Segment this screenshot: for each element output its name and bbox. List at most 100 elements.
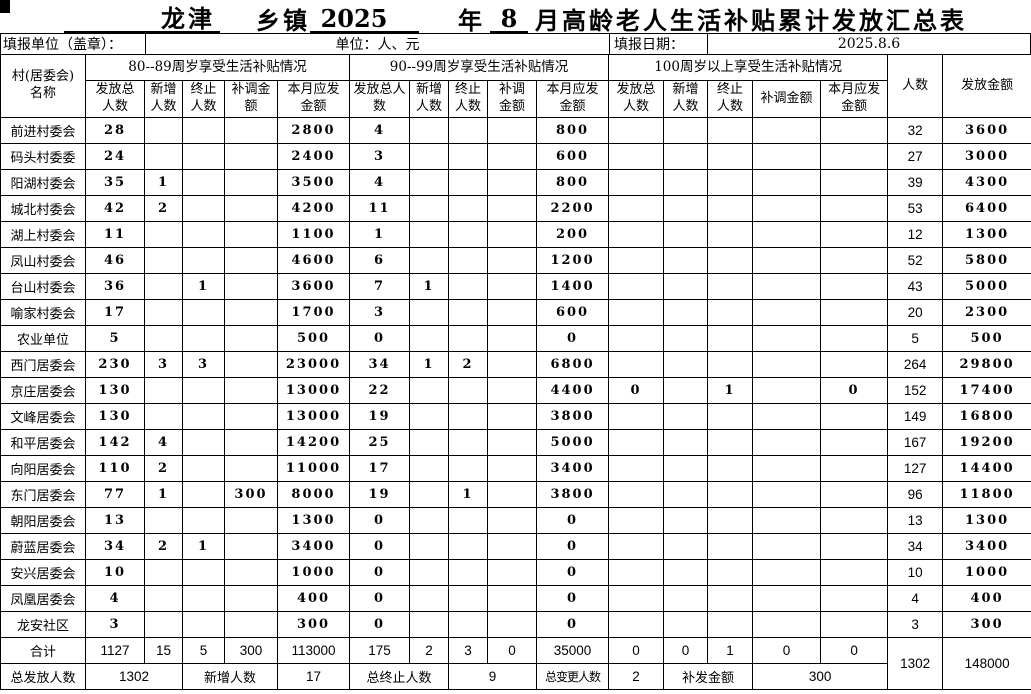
value-cell: 1000 — [276, 559, 351, 586]
value-cell: 1 — [707, 377, 754, 404]
value-cell — [448, 221, 489, 248]
value-cell — [224, 325, 278, 352]
village-name-cell: 东门居委会 — [0, 481, 86, 508]
value-cell: 0 — [820, 377, 889, 404]
value-cell — [608, 403, 665, 430]
value-cell — [707, 325, 754, 352]
value-cell — [224, 611, 278, 638]
header-col: 补调 金额 — [487, 80, 538, 118]
value-cell — [752, 169, 822, 196]
value-cell — [663, 195, 709, 222]
table-row: 码头村委委 24 2400 3 600 27 3000 — [0, 143, 1031, 170]
value-cell: 300 — [276, 611, 351, 638]
village-name-cell: 阳湖村委会 — [0, 169, 86, 196]
value-cell: 19 — [349, 403, 411, 430]
value-cell — [608, 195, 665, 222]
value-cell — [224, 195, 278, 222]
value-cell: 17400 — [942, 377, 1031, 404]
value-cell: 230 — [85, 351, 145, 378]
value-cell — [144, 247, 183, 274]
summary-value: 17 — [276, 663, 351, 690]
value-cell — [820, 247, 889, 274]
value-cell: 2200 — [536, 195, 610, 222]
value-cell: 2 — [144, 533, 183, 560]
value-cell — [448, 247, 489, 274]
header-col: 发放总人 数 — [349, 80, 411, 118]
value-cell: 264 — [887, 351, 944, 378]
value-cell: 3 — [144, 351, 183, 378]
value-cell — [707, 585, 754, 612]
value-cell — [409, 169, 450, 196]
header-col: 发放总 人数 — [608, 80, 665, 118]
value-cell — [752, 429, 822, 456]
value-cell: 3800 — [536, 403, 610, 430]
total-cell: 2 — [409, 637, 450, 664]
value-cell — [182, 169, 225, 196]
value-cell — [663, 117, 709, 144]
header-col: 终止 人数 — [707, 80, 754, 118]
value-cell: 0 — [536, 611, 610, 638]
value-cell — [663, 455, 709, 482]
value-cell — [487, 429, 538, 456]
title-township-label: 乡镇 — [256, 6, 310, 35]
value-cell — [820, 117, 889, 144]
total-cell: 1 — [707, 637, 754, 664]
footer-rows: 合计 1127 15 5 300 113000 175 2 3 0 35000 … — [0, 637, 1031, 690]
table-row: 台山村委会 36 1 3600 7 1 1400 43 5000 — [0, 273, 1031, 300]
table-row: 喻家村委会 17 1700 3 600 20 2300 — [0, 299, 1031, 326]
value-cell: 2400 — [276, 143, 351, 170]
title-suffix: 月高龄老人生活补贴累计发放汇总表 — [535, 6, 967, 35]
value-cell — [608, 169, 665, 196]
value-cell: 1400 — [536, 273, 610, 300]
value-cell — [707, 143, 754, 170]
value-cell — [487, 559, 538, 586]
value-cell: 8000 — [276, 481, 351, 508]
table-row: 京庄居委会 130 13000 22 4400 0 1 0 152 17400 — [0, 377, 1031, 404]
value-cell: 167 — [887, 429, 944, 456]
value-cell: 4 — [349, 169, 411, 196]
summary-value: 300 — [752, 663, 889, 690]
title-year: 2025 — [319, 4, 389, 33]
header-group-80-89: 80--89周岁享受生活补贴情况 — [84, 54, 351, 81]
value-cell — [224, 507, 278, 534]
value-cell — [820, 143, 889, 170]
value-cell — [448, 559, 489, 586]
value-cell — [608, 559, 665, 586]
value-cell: 800 — [536, 169, 610, 196]
value-cell — [487, 247, 538, 274]
value-cell: 13 — [85, 507, 145, 534]
value-cell — [707, 403, 754, 430]
value-cell — [752, 403, 822, 430]
value-cell: 300 — [224, 481, 278, 508]
value-cell: 0 — [349, 585, 411, 612]
value-cell — [448, 377, 489, 404]
value-cell: 96 — [887, 481, 944, 508]
value-cell: 0 — [349, 533, 411, 560]
value-cell — [224, 455, 278, 482]
value-cell — [409, 299, 450, 326]
value-cell — [820, 429, 889, 456]
page-title: 龙津 乡镇 2025 年 8 月高龄老人生活补贴累计发放汇总表 — [0, 0, 1031, 33]
value-cell — [707, 169, 754, 196]
table-row: 阳湖村委会 35 1 3500 4 800 39 4300 — [0, 169, 1031, 196]
value-cell — [182, 377, 225, 404]
value-cell: 110 — [85, 455, 145, 482]
value-cell — [608, 533, 665, 560]
value-cell — [144, 611, 183, 638]
value-cell — [752, 221, 822, 248]
value-cell — [608, 351, 665, 378]
value-cell: 3 — [85, 611, 145, 638]
value-cell: 1 — [349, 221, 411, 248]
value-cell: 34 — [349, 351, 411, 378]
village-name-cell: 码头村委委 — [0, 143, 86, 170]
value-cell: 1 — [144, 169, 183, 196]
header-col: 终止 人数 — [448, 80, 489, 118]
summary-label: 总变更人数 — [536, 663, 610, 690]
village-name-cell: 城北村委会 — [0, 195, 86, 222]
total-cell: 113000 — [276, 637, 351, 664]
value-cell: 2800 — [276, 117, 351, 144]
table-row: 朝阳居委会 13 1300 0 0 13 1300 — [0, 507, 1031, 534]
value-cell — [224, 117, 278, 144]
value-cell — [409, 585, 450, 612]
value-cell: 36 — [85, 273, 145, 300]
